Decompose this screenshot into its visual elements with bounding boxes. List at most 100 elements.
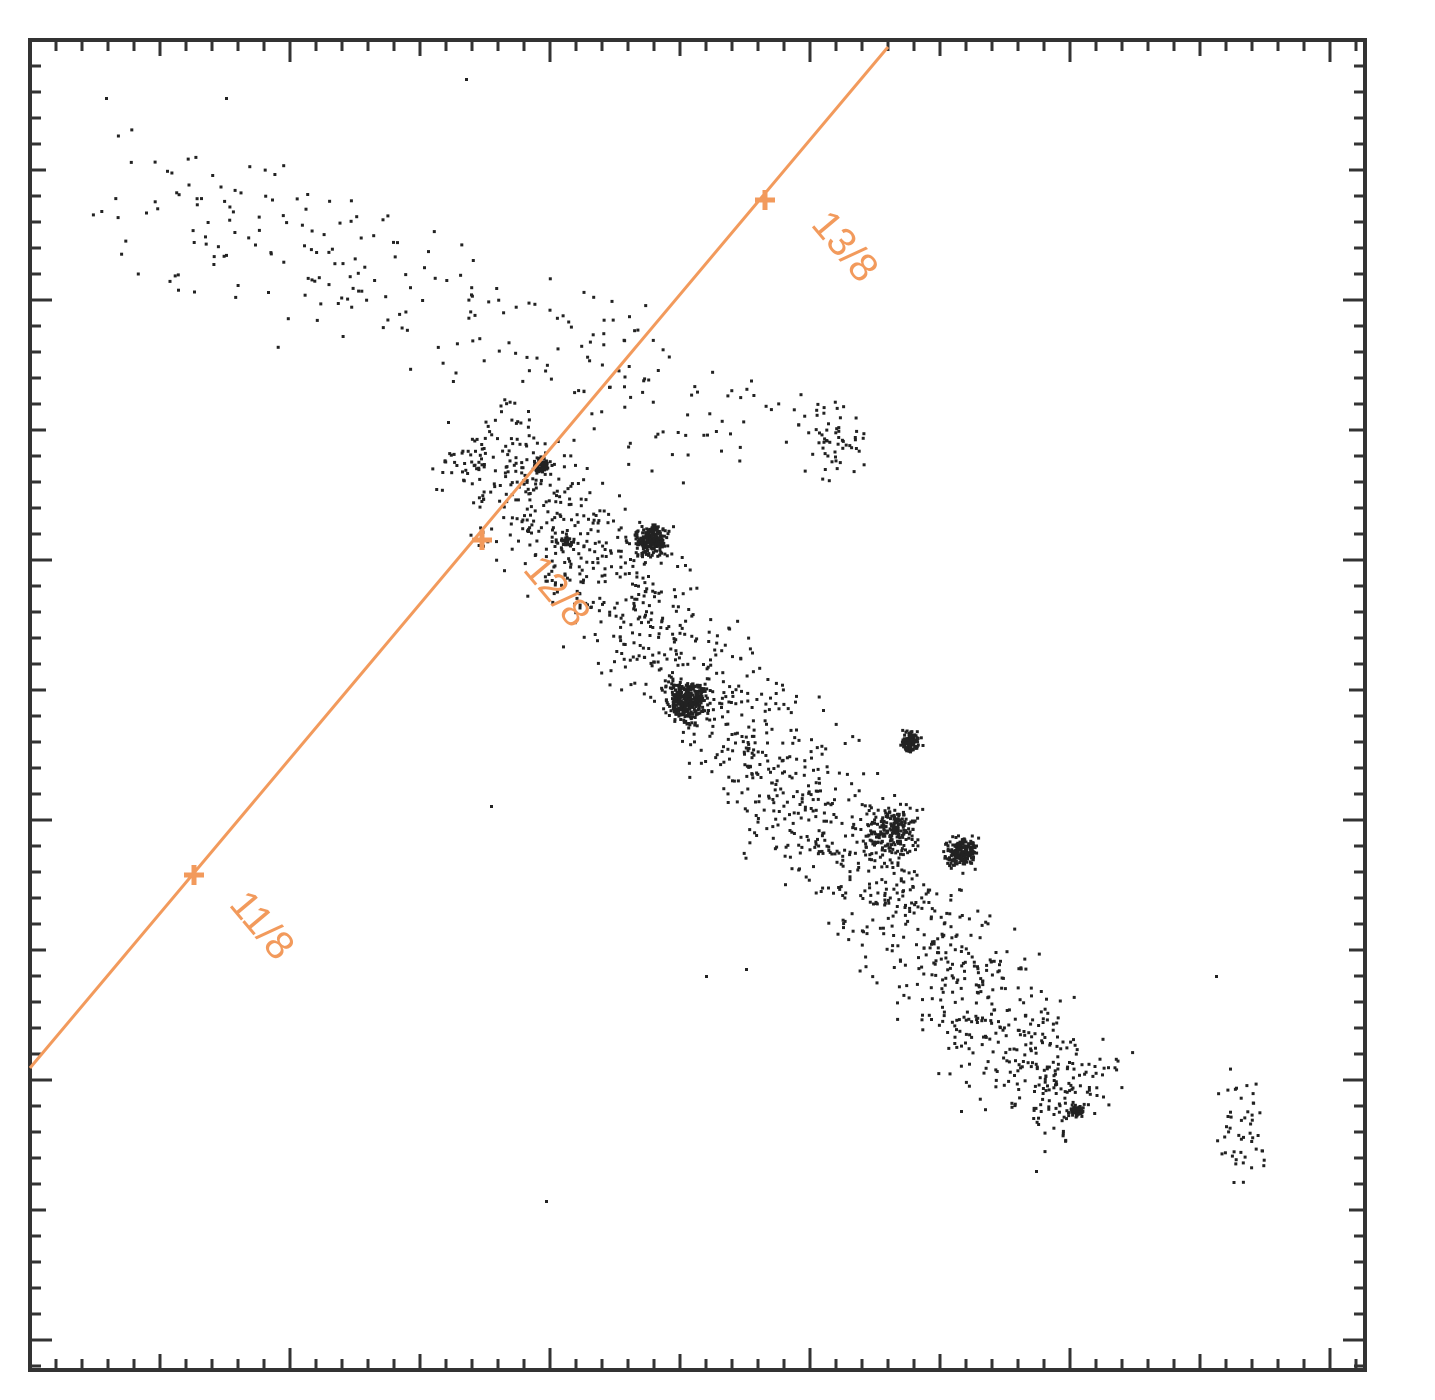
point [782,702,786,706]
point [761,750,764,754]
point [946,960,950,964]
point [1093,1065,1097,1068]
point [834,431,838,435]
point [564,532,568,536]
point [899,877,903,881]
point [1076,1107,1080,1111]
point [817,829,821,833]
point [552,491,556,495]
point [834,787,837,791]
point [498,499,502,503]
point [964,1018,968,1022]
point [1043,1007,1047,1011]
point [873,843,876,847]
point [934,973,938,977]
point [1078,1073,1081,1077]
point [792,832,796,835]
point [641,531,645,535]
point [1095,1094,1099,1097]
point [635,597,639,601]
point [829,820,833,824]
point [574,611,578,615]
point [970,856,973,860]
point [892,817,896,821]
point [875,835,878,839]
point [901,738,905,742]
point [273,173,277,176]
point [665,701,669,705]
point [582,290,586,294]
point [788,855,792,859]
point [825,765,829,769]
point [835,467,839,471]
point [844,443,848,447]
point [100,210,104,213]
point [798,851,802,855]
point [894,831,898,835]
point [878,855,882,859]
point [958,855,962,859]
point [473,463,477,467]
point [830,460,834,464]
point [686,453,690,457]
point [539,482,543,486]
point [653,591,657,595]
point [953,1035,957,1039]
point [524,490,528,494]
point [694,639,697,643]
point [961,846,965,850]
point [608,613,612,617]
point [970,955,974,959]
point [1037,952,1041,956]
point [705,677,709,681]
point [837,436,841,439]
point [747,725,751,729]
point [910,877,914,881]
point [823,468,827,471]
point [636,543,640,547]
point [528,498,532,502]
point [1034,1062,1038,1066]
point [701,710,705,713]
point [509,483,513,487]
point [795,757,799,761]
point [340,296,344,300]
point [783,770,786,774]
point [890,861,894,865]
point [797,843,801,847]
point [550,464,554,467]
point [889,822,893,826]
point [657,591,661,595]
point [683,702,687,706]
point [817,844,821,848]
point [544,579,548,583]
point [821,477,825,481]
point [647,552,651,556]
point [509,437,513,441]
point [643,377,647,381]
point [967,1017,971,1021]
point [646,529,650,533]
point [508,533,512,537]
point [1005,950,1009,954]
point [646,549,650,553]
point [731,779,734,783]
point [1047,1088,1051,1092]
point [582,514,586,518]
point [722,760,726,764]
point [689,743,693,747]
point [664,711,668,715]
point [514,498,518,502]
point [1032,1106,1036,1110]
point [649,539,652,543]
point [656,432,660,436]
point [954,836,958,839]
point [1008,1047,1012,1051]
point [980,1043,984,1047]
point [750,706,754,709]
point [965,860,968,864]
point [887,846,891,850]
point [946,1031,950,1034]
point [393,255,397,259]
point [773,788,777,792]
